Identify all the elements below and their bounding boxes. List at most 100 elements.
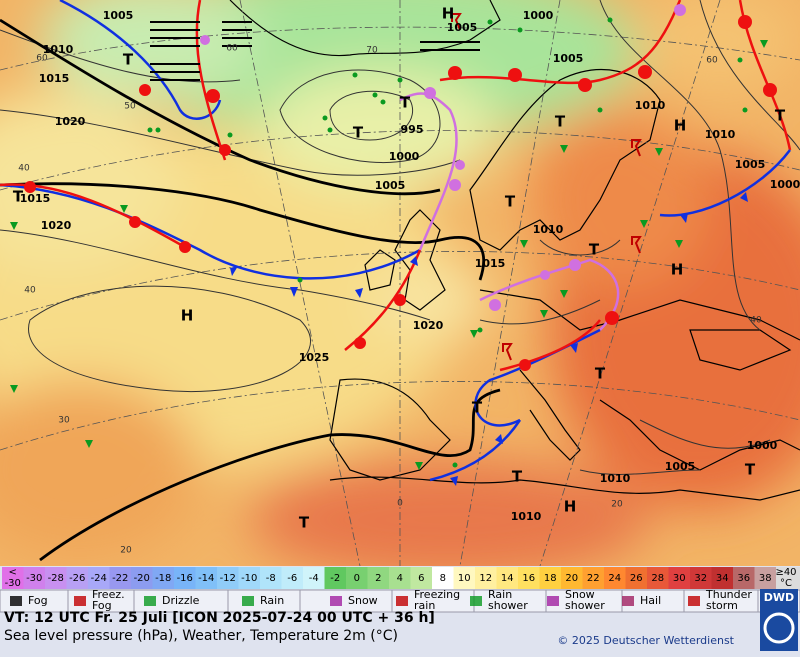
isobars: [0, 0, 800, 475]
scale-cell: [432, 567, 454, 589]
pressure-label: 1015: [39, 72, 70, 85]
legend-label: Rain: [260, 594, 284, 607]
scale-label: 32: [694, 573, 707, 584]
legend-icon: [10, 596, 22, 606]
scale-cell: [410, 567, 432, 589]
scale-label: 34: [716, 573, 729, 584]
scale-cell: [604, 567, 626, 589]
color-scale: <-30 -30 -28 -26 -24 -22 -20 -18 -16 -14 -12 -10 -8-…: [2, 567, 800, 589]
pressure-center: T: [123, 51, 134, 69]
scale-label: 2: [375, 573, 381, 584]
scale-label: 36: [737, 573, 750, 584]
legend-label: Drizzle: [162, 594, 200, 607]
scale-cell: [346, 567, 368, 589]
pressure-label: 1010: [533, 223, 564, 236]
scale-label: 22: [587, 573, 600, 584]
map-labels: 1005 1010 1015 1020 1005 1000 1005 995 1000 1005 1…: [13, 5, 800, 556]
main-isobars: [0, 18, 501, 562]
temperature-field: [0, 0, 800, 566]
scale-cell: [45, 567, 67, 589]
legend-label: shower: [565, 599, 605, 612]
pressure-center: T: [13, 188, 24, 206]
scale-cell: [453, 567, 475, 589]
pressure-center: T: [400, 94, 411, 112]
scale-label: 20: [565, 573, 578, 584]
legend-label: Hail: [640, 594, 661, 607]
scale-cell: [518, 567, 540, 589]
scale-label: 28: [651, 573, 664, 584]
scale-cell: [324, 567, 346, 589]
weather-legend: Fog Freez.Fog Drizzle Rain Snow FreezingrainR…: [10, 588, 759, 612]
pressure-label: 1020: [413, 319, 444, 332]
temperature-label: 30: [58, 416, 70, 426]
scale-label: 26: [630, 573, 643, 584]
pressure-label: 1000: [523, 9, 554, 22]
scale-label: -8: [266, 573, 276, 584]
scale-label: -6: [287, 573, 297, 584]
scale-cell: [174, 567, 196, 589]
scale-cell: [303, 567, 325, 589]
pressure-label: 1020: [55, 115, 86, 128]
legend-icon: [547, 596, 559, 606]
scale-cell: [582, 567, 604, 589]
temperature-label: 40: [24, 286, 36, 296]
scale-cell: [131, 567, 153, 589]
pressure-label: 1025: [299, 351, 330, 364]
scale-cell: [152, 567, 174, 589]
rain-symbols: [147, 17, 748, 468]
scale-label: 0: [354, 573, 360, 584]
pressure-center: T: [512, 468, 523, 486]
temperature-label: 40: [18, 164, 30, 174]
scale-cell: [260, 567, 282, 589]
scale-label: -2: [330, 573, 340, 584]
pressure-center: H: [564, 498, 577, 516]
legend-icon: [622, 596, 634, 606]
description: Sea level pressure (hPa), Weather, Tempe…: [4, 628, 398, 644]
shower-symbols: [10, 40, 768, 470]
scale-cell: [496, 567, 518, 589]
pressure-label: 1005: [447, 21, 478, 34]
scale-label: -26: [69, 573, 85, 584]
valid-time: VT: 12 UTC Fr. 25 Juli [ICON 2025-07-24 …: [4, 610, 435, 626]
occlusion-symbols: [200, 4, 686, 311]
dwd-logo-text: DWD: [764, 591, 794, 604]
legend-label: Thunder: [705, 588, 752, 601]
pressure-center: T: [353, 124, 364, 142]
map-area: [0, 0, 800, 566]
fog-symbols: [150, 21, 480, 81]
pressure-label: 1005: [665, 460, 696, 473]
scale-cell: [23, 567, 45, 589]
pressure-label: 1010: [635, 99, 666, 112]
scale-label: -20: [134, 573, 150, 584]
pressure-label: 1005: [103, 9, 134, 22]
scale-label: -24: [91, 573, 107, 584]
legend-label: storm: [706, 599, 738, 612]
legend-label: Rain: [488, 588, 512, 601]
temperature-label: 20: [120, 546, 132, 556]
scale-label: ≥40: [775, 567, 796, 578]
pressure-center: T: [555, 113, 566, 131]
scale-label: -28: [48, 573, 64, 584]
pressure-center: H: [674, 117, 687, 135]
scale-label: 6: [418, 573, 424, 584]
pressure-label: 1020: [41, 219, 72, 232]
scale-label: 30: [673, 573, 686, 584]
pressure-label: 1000: [389, 150, 420, 163]
scale-cell: [195, 567, 217, 589]
scale-cell: [88, 567, 110, 589]
legend-icon: [470, 596, 482, 606]
legend-label: Fog: [92, 599, 112, 612]
pressure-label: 1010: [705, 128, 736, 141]
scale-label: -30: [5, 578, 21, 589]
scale-label: 16: [522, 573, 535, 584]
scale-cell: [754, 567, 776, 589]
scale-label: 38: [759, 573, 772, 584]
pressure-label: 1010: [511, 510, 542, 523]
scale-cell: [389, 567, 411, 589]
scale-cell: [776, 567, 800, 589]
temperature-label: 50: [124, 102, 136, 112]
pressure-center: H: [671, 261, 684, 279]
temperature-label: 60: [226, 44, 238, 54]
legend-label: Snow: [348, 594, 378, 607]
scale-cell: [733, 567, 755, 589]
